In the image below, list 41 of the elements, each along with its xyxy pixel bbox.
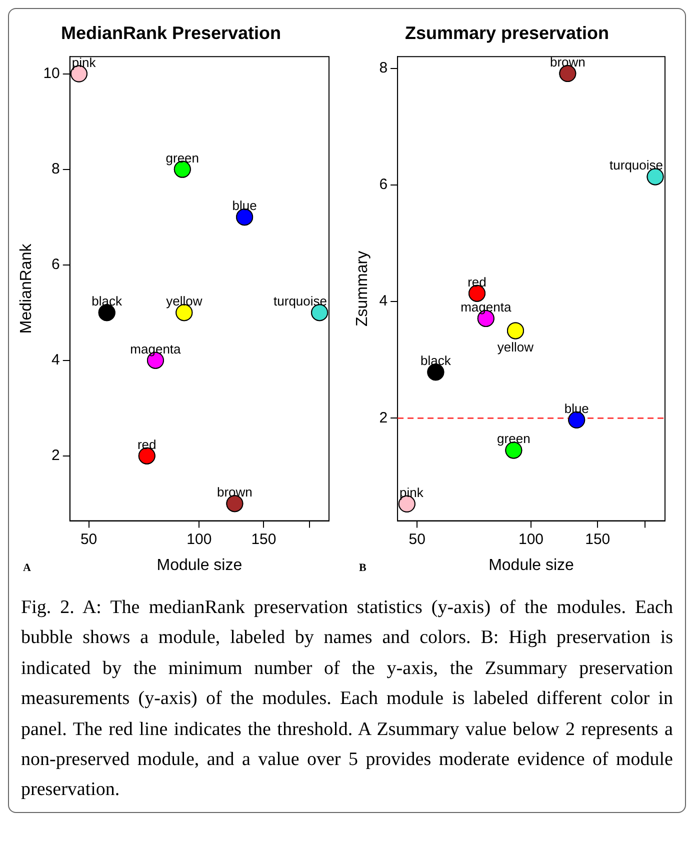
y-axis-title: Zsummary xyxy=(354,250,372,326)
series-label: red xyxy=(468,274,486,290)
series-label: blue xyxy=(564,400,589,416)
series-label: yellow xyxy=(497,340,534,355)
series-label: black xyxy=(92,294,123,309)
chart-title: Zsummary preservation xyxy=(404,22,610,43)
series-label: black xyxy=(420,353,452,368)
series-label: magenta xyxy=(460,299,512,314)
series-label: green xyxy=(166,150,200,166)
caption: Fig. 2. A: The medianRank preservation statistics (y-axis) of the modules. Each bubble shows a module, labeled by names and colors. B: High preservation is indicated by the minimum number of the y-axis, the Zsummary preservation measurements (y-axis) of the modules. Each module is labeled different color in panel. The red line indicates the threshold. A Zsummary value below 2 represents a non-preserved module, and a value over 5 provides moderate evidence of module preservation. xyxy=(21,596,673,802)
series-label: turquoise xyxy=(610,158,664,173)
x-tick-label: 100 xyxy=(186,530,212,548)
text: B xyxy=(359,562,366,574)
series-label: green xyxy=(497,431,530,446)
y-tick-label: 6 xyxy=(52,256,60,273)
text: A xyxy=(23,562,31,574)
series-label: yellow xyxy=(166,294,203,309)
series-label: blue xyxy=(232,198,257,214)
x-tick-label: 100 xyxy=(518,530,544,548)
y-tick-label: 8 xyxy=(52,160,60,178)
chart-title: MedianRank Preservation xyxy=(60,22,282,43)
x-tick-label: 50 xyxy=(408,530,426,548)
y-tick-label: 8 xyxy=(379,59,388,76)
series-label: magenta xyxy=(130,341,182,356)
x-axis-title: Module size xyxy=(156,556,242,574)
series-label: red xyxy=(137,436,156,452)
y-tick-label: 2 xyxy=(52,446,60,464)
y-tick-label: 10 xyxy=(43,64,60,82)
y-tick-label: 2 xyxy=(379,409,388,426)
y-tick-label: 4 xyxy=(379,292,388,310)
x-tick-label: 150 xyxy=(585,530,610,548)
series-label: brown xyxy=(216,484,252,500)
x-tick-label: 50 xyxy=(80,530,98,548)
series-label: turquoise xyxy=(274,294,328,309)
series-label: pink xyxy=(72,54,96,70)
x-axis-title: Module size xyxy=(488,556,574,574)
x-tick-label: 150 xyxy=(251,530,276,548)
y-tick-label: 6 xyxy=(379,176,388,194)
y-tick-label: 4 xyxy=(52,351,60,368)
y-axis-title: MedianRank xyxy=(18,242,36,334)
series-label: brown xyxy=(550,54,586,70)
